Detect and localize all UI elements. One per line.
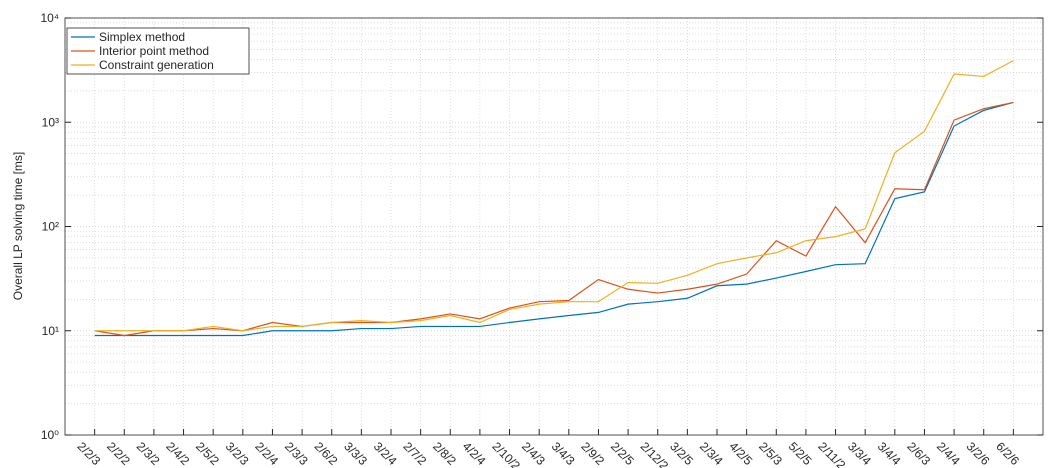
x-tick-label: 2/2/2 — [104, 439, 133, 468]
x-tick-label: 3/4/4 — [875, 439, 904, 468]
x-tick-label: 2/2/3 — [75, 439, 104, 468]
y-tick-label: 10² — [42, 220, 59, 234]
x-tick-label: 4/2/4 — [460, 439, 489, 468]
y-tick-label: 10³ — [42, 115, 59, 129]
series-line — [94, 101, 1014, 337]
y-tick-label: 10⁰ — [41, 428, 59, 442]
axes-box — [64, 17, 1044, 436]
x-tick-label: 2/2/5 — [608, 439, 637, 468]
x-tick-label: 2/4/2 — [163, 439, 192, 468]
x-tick-label: 5/2/5 — [786, 439, 815, 468]
x-tick-label: 2/5/3 — [756, 439, 785, 468]
x-tick-label: 3/2/3 — [223, 439, 252, 468]
x-tick-label: 2/2/4 — [252, 439, 281, 468]
x-tick-label: 2/5/2 — [193, 439, 222, 468]
x-tick-label: 2/6/2 — [312, 439, 341, 468]
legend-label: Constraint generation — [99, 58, 214, 72]
series-line — [94, 60, 1014, 332]
x-tick-label: 3/2/6 — [964, 439, 993, 468]
x-tick-label: 2/7/2 — [401, 439, 430, 468]
legend-box — [66, 27, 250, 75]
x-tick-label: 2/8/2 — [430, 439, 459, 468]
y-tick-label: 10¹ — [42, 324, 59, 338]
x-tick-label: 2/3/4 — [697, 439, 726, 468]
x-tick-label: 2/3/2 — [134, 439, 163, 468]
legend-label: Interior point method — [99, 44, 209, 58]
x-tick-label: 3/4/3 — [549, 439, 578, 468]
x-tick-label: 2/3/3 — [282, 439, 311, 468]
y-axis-label: Overall LP solving time [ms] — [11, 152, 25, 301]
x-tick-label: 3/3/4 — [845, 439, 874, 468]
legend-label: Simplex method — [99, 30, 185, 44]
x-tick-label: 2/10/2 — [489, 439, 523, 468]
x-tick-label: 3/3/3 — [341, 439, 370, 468]
x-tick-label: 2/6/3 — [904, 439, 933, 468]
x-tick-label: 3/2/4 — [371, 439, 400, 468]
x-tick-label: 2/4/3 — [519, 439, 548, 468]
x-tick-label: 6/2/6 — [993, 439, 1022, 468]
x-tick-label: 2/11/2 — [815, 439, 848, 468]
x-tick-label: 2/9/2 — [578, 439, 607, 468]
x-tick-label: 3/2/5 — [667, 439, 696, 468]
x-tick-label: 2/4/4 — [934, 439, 963, 468]
x-tick-label: 4/2/5 — [727, 439, 756, 468]
y-tick-label: 10⁴ — [40, 11, 59, 25]
series-line — [94, 101, 1014, 337]
x-tick-label: 2/12/2 — [638, 439, 672, 468]
